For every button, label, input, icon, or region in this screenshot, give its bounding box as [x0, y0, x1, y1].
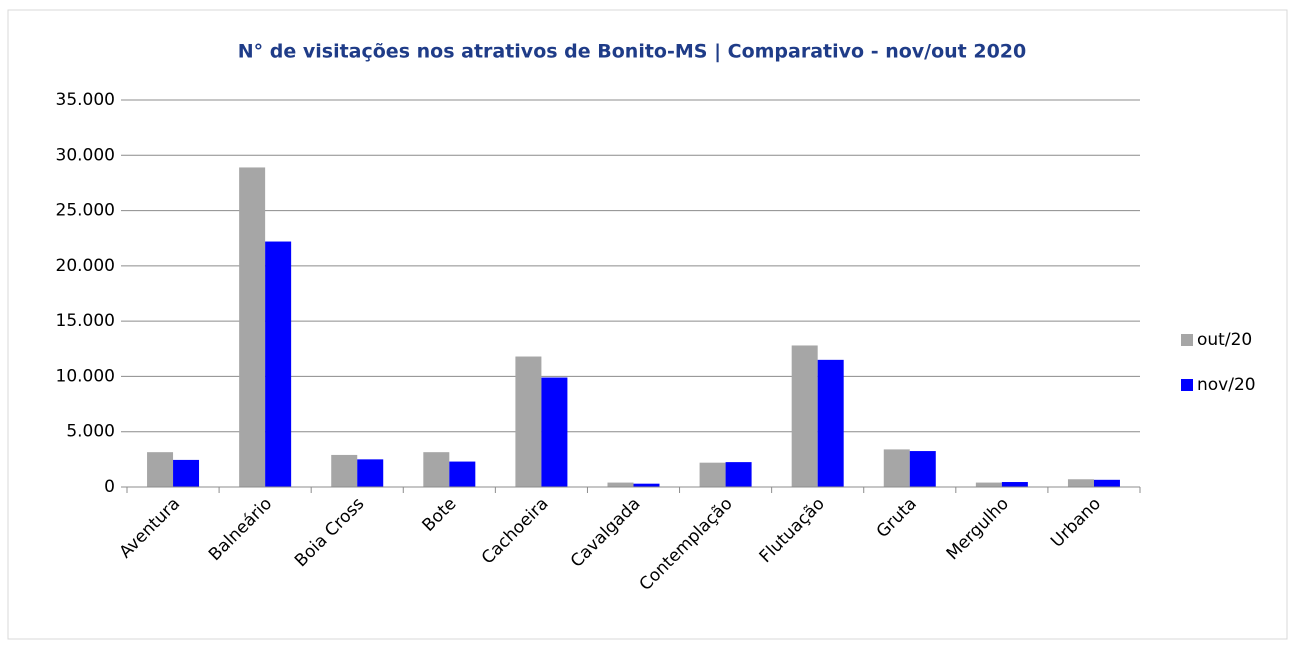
bar: [541, 377, 568, 487]
y-tick-label: 10.000: [56, 366, 115, 386]
bar: [357, 459, 384, 487]
y-tick-label: 25.000: [56, 201, 115, 221]
chart-border: [7, 9, 1288, 640]
y-tick-label: 5.000: [66, 422, 115, 442]
bar: [331, 454, 358, 487]
y-tick-label: 35.000: [56, 90, 115, 110]
bar: [1001, 482, 1028, 487]
y-tick-label: 20.000: [56, 256, 115, 276]
bar: [883, 449, 910, 487]
bar: [449, 461, 476, 487]
bar: [147, 452, 174, 487]
chart-title: N° de visitações nos atrativos de Bonito…: [238, 41, 1027, 63]
bar: [817, 359, 844, 487]
y-tick-label: 30.000: [56, 145, 115, 165]
bar: [791, 345, 818, 487]
bar: [909, 451, 936, 487]
y-tick-label: 15.000: [56, 311, 115, 331]
bar: [1067, 479, 1094, 487]
bar: [725, 462, 752, 487]
bar: [265, 241, 292, 487]
bar: [699, 462, 726, 487]
bar: [633, 483, 660, 487]
bar: [515, 356, 542, 487]
bar: [239, 167, 266, 487]
legend-swatch: [1181, 379, 1193, 391]
bar: [607, 482, 634, 487]
bar: [975, 482, 1002, 487]
legend-swatch: [1181, 334, 1193, 346]
bar: [173, 459, 200, 487]
bar: [423, 452, 450, 487]
legend-label: nov/20: [1197, 375, 1256, 395]
bar: [1093, 479, 1120, 487]
legend-label: out/20: [1197, 330, 1252, 350]
y-tick-label: 0: [104, 477, 115, 497]
